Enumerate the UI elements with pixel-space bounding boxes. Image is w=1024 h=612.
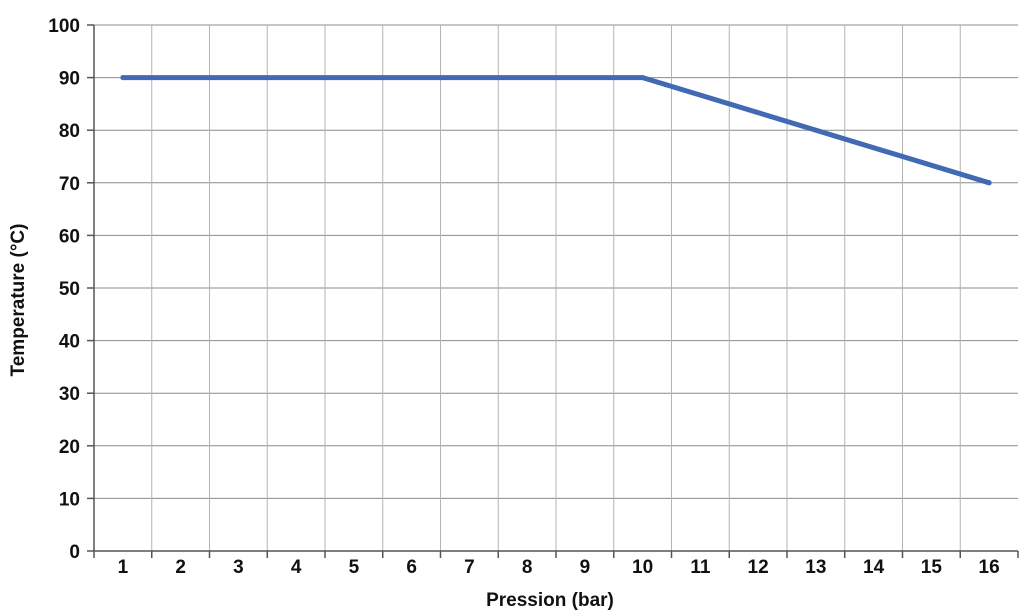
data-point bbox=[640, 75, 646, 81]
x-tick-label: 14 bbox=[863, 557, 885, 578]
y-tick-label: 80 bbox=[59, 121, 80, 142]
y-tick-label: 10 bbox=[59, 489, 80, 510]
y-tick-label: 20 bbox=[59, 437, 80, 458]
y-tick-labels: 0 10 20 30 40 50 60 70 80 90 100 bbox=[48, 16, 80, 563]
x-tick-label: 11 bbox=[690, 557, 711, 578]
y-axis-title: Temperature (°C) bbox=[8, 224, 29, 377]
x-tick-label: 16 bbox=[979, 557, 1000, 578]
y-tick-label: 100 bbox=[48, 16, 80, 37]
axes bbox=[93, 25, 1018, 552]
y-tick-label: 30 bbox=[59, 384, 80, 405]
grid-lines bbox=[87, 24, 1019, 558]
data-point bbox=[120, 75, 126, 81]
y-tick-label: 90 bbox=[59, 69, 80, 90]
x-tick-label: 8 bbox=[522, 557, 533, 578]
x-tick-label: 2 bbox=[175, 557, 186, 578]
y-tick-label: 40 bbox=[59, 332, 80, 353]
x-tick-labels: 1 2 3 4 5 6 7 8 9 10 11 12 13 14 15 16 bbox=[118, 557, 1000, 578]
x-tick-label: 4 bbox=[291, 557, 302, 578]
x-tick-label: 7 bbox=[464, 557, 475, 578]
x-tick-label: 13 bbox=[805, 557, 826, 578]
x-tick-label: 10 bbox=[632, 557, 653, 578]
y-tick-label: 60 bbox=[59, 226, 80, 247]
x-tick-label: 3 bbox=[233, 557, 244, 578]
x-tick-label: 5 bbox=[349, 557, 360, 578]
y-tick-label: 50 bbox=[59, 279, 80, 300]
y-tick-label: 0 bbox=[69, 542, 80, 563]
x-tick-label: 15 bbox=[921, 557, 943, 578]
data-point bbox=[986, 180, 992, 186]
x-tick-label: 12 bbox=[748, 557, 769, 578]
x-tick-label: 6 bbox=[406, 557, 417, 578]
x-tick-label: 9 bbox=[580, 557, 591, 578]
y-tick-label: 70 bbox=[59, 174, 80, 195]
x-axis-title: Pression (bar) bbox=[486, 590, 614, 611]
series-layer bbox=[120, 75, 992, 186]
x-tick-label: 1 bbox=[118, 557, 129, 578]
